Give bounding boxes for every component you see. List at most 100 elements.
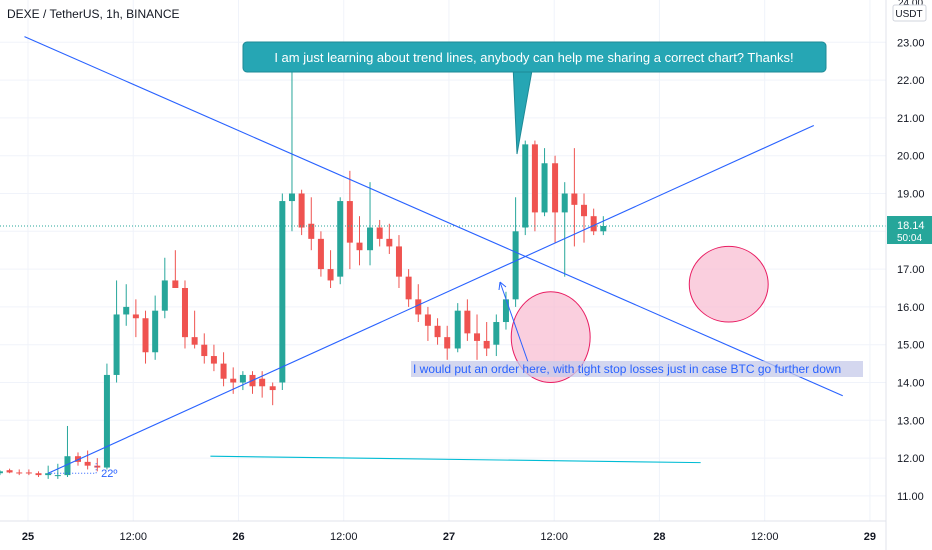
order-note[interactable]: I would put an order here, with tight st… — [411, 361, 863, 377]
candles-layer[interactable] — [0, 53, 607, 479]
price-tick-label: 14.00 — [897, 378, 925, 390]
candle[interactable] — [581, 193, 588, 243]
candle[interactable] — [84, 450, 91, 470]
candle-body — [94, 465, 101, 468]
descending-trendline[interactable] — [24, 36, 843, 397]
candle[interactable] — [298, 189, 305, 236]
candle-body — [152, 310, 159, 353]
callout-box[interactable]: I am just learning about trend lines, an… — [242, 41, 827, 155]
candle[interactable] — [367, 182, 374, 266]
candle[interactable] — [35, 471, 42, 477]
time-tick-label: 28 — [653, 531, 665, 543]
candle[interactable] — [25, 469, 32, 476]
candle-body — [191, 337, 198, 345]
candle[interactable] — [337, 197, 344, 285]
candle-body — [317, 238, 324, 270]
candle[interactable] — [415, 284, 422, 323]
candle[interactable] — [474, 314, 481, 360]
candle[interactable] — [132, 299, 139, 338]
candle-body — [123, 306, 130, 315]
candle[interactable] — [64, 425, 71, 477]
candle[interactable] — [541, 148, 548, 217]
candle[interactable] — [279, 193, 286, 391]
candle[interactable] — [142, 310, 149, 364]
candle-body — [54, 475, 61, 477]
candle[interactable] — [493, 314, 500, 357]
candle[interactable] — [181, 280, 188, 349]
candle[interactable] — [405, 269, 412, 307]
candle[interactable] — [152, 295, 159, 360]
candle[interactable] — [327, 250, 334, 288]
candle[interactable] — [288, 53, 295, 232]
candle-body — [269, 386, 276, 391]
candle[interactable] — [94, 458, 101, 472]
candle-body — [424, 314, 431, 326]
candle-body — [161, 280, 168, 311]
note-pointer — [499, 281, 529, 363]
candle[interactable] — [346, 170, 353, 270]
last-price-badge — [887, 216, 932, 245]
candle[interactable] — [590, 208, 597, 236]
price-tick-label: 15.00 — [897, 340, 925, 352]
candle[interactable] — [210, 344, 217, 372]
highlight-ellipse[interactable] — [688, 245, 769, 323]
drawings-layer[interactable]: 22º — [0, 36, 886, 481]
candle-body — [395, 246, 402, 277]
candle[interactable] — [45, 465, 52, 479]
candle-body — [230, 378, 237, 383]
candle[interactable] — [386, 223, 393, 254]
price-tick-label: 16.00 — [897, 302, 925, 314]
price-tick-label: 11.00 — [897, 491, 924, 503]
candle[interactable] — [0, 470, 3, 476]
candle[interactable] — [172, 250, 179, 288]
candle[interactable] — [308, 197, 315, 251]
candle-body — [298, 193, 305, 228]
candle[interactable] — [522, 140, 529, 236]
candle[interactable] — [123, 284, 130, 326]
symbol-title[interactable]: DEXE / TetherUS, 1h, BINANCE — [7, 7, 180, 21]
candle[interactable] — [54, 463, 61, 479]
candle[interactable] — [317, 231, 324, 277]
time-tick-label: 12:00 — [119, 531, 147, 543]
candle[interactable] — [531, 140, 538, 232]
candle[interactable] — [161, 257, 168, 319]
candle[interactable] — [444, 325, 451, 360]
candle-body — [6, 470, 13, 473]
candle[interactable] — [191, 310, 198, 349]
candle[interactable] — [16, 469, 23, 476]
candle[interactable] — [201, 333, 208, 364]
candle[interactable] — [552, 155, 559, 243]
candle-body — [201, 344, 208, 357]
callout-text: I am just learning about trend lines, an… — [274, 50, 793, 65]
candle[interactable] — [454, 303, 461, 353]
candle-body — [415, 299, 422, 315]
candle[interactable] — [434, 318, 441, 345]
candle[interactable] — [113, 280, 120, 383]
candle-body — [356, 242, 363, 251]
candle[interactable] — [395, 235, 402, 288]
candle[interactable] — [220, 352, 227, 387]
candle[interactable] — [483, 322, 490, 357]
candle[interactable] — [561, 182, 568, 277]
candle[interactable] — [239, 371, 246, 391]
candle[interactable] — [269, 382, 276, 406]
candle[interactable] — [356, 216, 363, 266]
flat-cyan-line[interactable] — [210, 455, 701, 464]
candle[interactable] — [376, 219, 383, 247]
candle-body — [132, 314, 139, 319]
candle[interactable] — [6, 468, 13, 474]
ascending-trendline[interactable] — [47, 124, 815, 474]
time-tick-label: 29 — [864, 531, 876, 543]
candle[interactable] — [74, 452, 81, 466]
candle[interactable] — [103, 363, 110, 470]
candle-body — [0, 471, 3, 474]
highlight-ellipse[interactable] — [510, 291, 591, 384]
candle[interactable] — [464, 299, 471, 341]
candle[interactable] — [571, 148, 578, 247]
currency-box[interactable] — [892, 4, 927, 22]
annotations-layer[interactable]: I am just learning about trend lines, an… — [242, 41, 863, 377]
candle[interactable] — [424, 306, 431, 341]
